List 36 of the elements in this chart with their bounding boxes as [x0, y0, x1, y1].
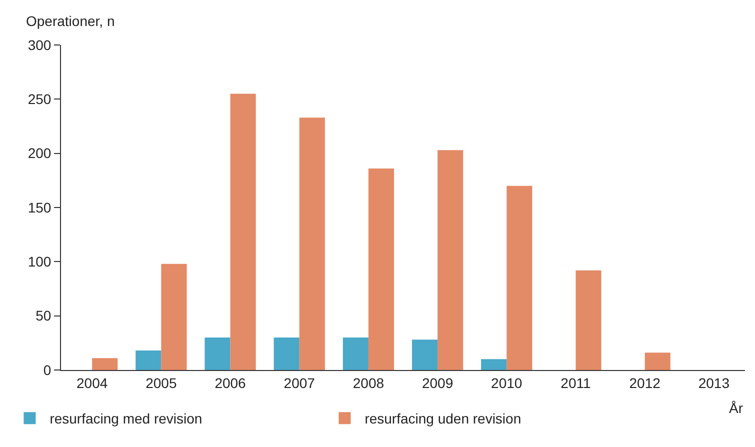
bar — [161, 264, 187, 370]
bar — [481, 359, 507, 370]
y-tick-label: 0 — [43, 362, 52, 378]
y-tick-label: 300 — [28, 36, 52, 53]
bar — [576, 270, 602, 370]
bar — [136, 350, 162, 370]
bar — [204, 338, 230, 370]
x-tick-label: 2005 — [146, 374, 177, 391]
bar — [342, 338, 368, 370]
bar — [92, 358, 118, 370]
y-axis-title: Operationer, n — [26, 13, 115, 29]
x-tick-label: 2006 — [214, 374, 246, 391]
legend-label: resurfacing uden revision — [364, 410, 522, 427]
y-tick-label: 100 — [28, 254, 52, 270]
legend-label: resurfacing med revision — [50, 410, 202, 427]
bar — [506, 186, 532, 370]
x-tick-label: 2013 — [698, 374, 730, 391]
x-tick-label: 2010 — [491, 374, 522, 391]
x-tick-label: 2007 — [284, 374, 316, 391]
y-tick-label: 50 — [36, 308, 52, 324]
bar — [412, 340, 438, 370]
bar — [230, 94, 256, 370]
bar — [368, 168, 394, 370]
x-axis-title: År — [729, 400, 744, 416]
x-tick-label: 2004 — [76, 374, 108, 391]
bar — [274, 338, 300, 370]
x-tick-label: 2012 — [629, 374, 661, 391]
bar — [438, 150, 464, 370]
bar — [644, 352, 670, 370]
y-tick-label: 250 — [28, 91, 52, 108]
x-tick-label: 2011 — [560, 374, 591, 391]
x-tick-label: 2009 — [422, 374, 454, 391]
y-tick-label: 150 — [28, 199, 52, 216]
x-tick-label: 2008 — [352, 374, 384, 391]
y-tick-label: 200 — [28, 145, 52, 162]
bar — [299, 118, 325, 370]
